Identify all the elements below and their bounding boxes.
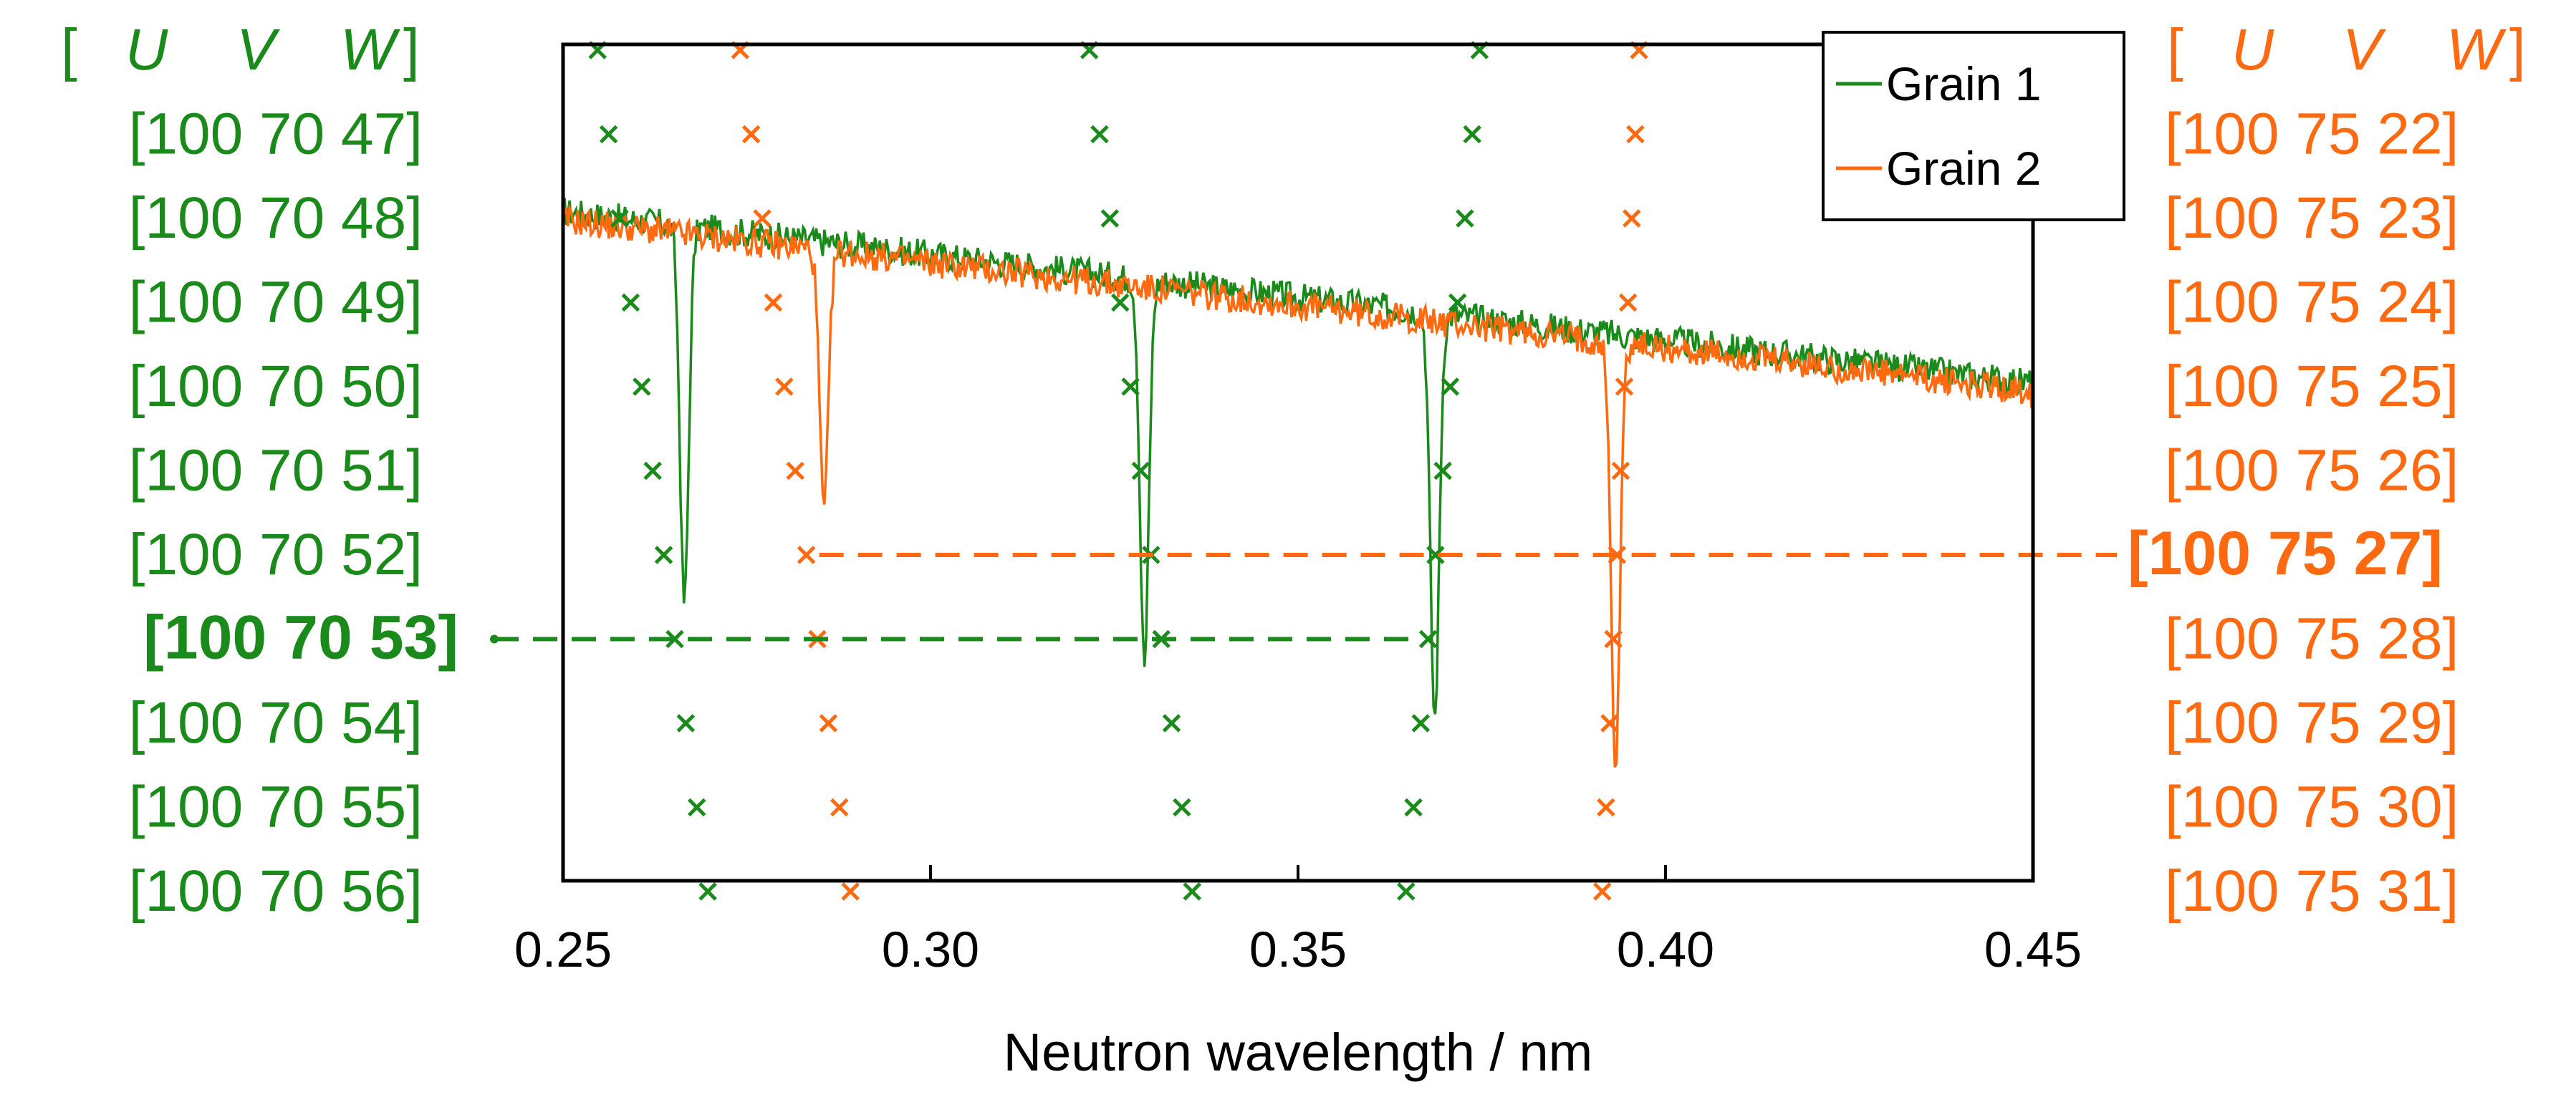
grain1-uvw-label: [100 70 52] (129, 522, 423, 587)
marker-grain-1 (633, 377, 651, 396)
grain1-uvw-header: [ U V W] (61, 17, 420, 82)
marker-grain-1 (1426, 546, 1445, 564)
uvw-header-text: V (2342, 17, 2387, 82)
marker-grain-2 (1597, 798, 1615, 817)
marker-grain-1 (654, 546, 673, 564)
hkl-markers (588, 41, 1648, 901)
grain2-uvw-label: [100 75 24] (2165, 270, 2459, 335)
marker-grain-1 (621, 293, 640, 312)
grain2-uvw-label: [100 75 31] (2165, 859, 2459, 924)
grain1-uvw-label: [100 70 56] (129, 859, 423, 924)
marker-grain-2 (775, 377, 794, 396)
marker-grain-1 (1110, 293, 1130, 312)
legend-label-grain-2: Grain 2 (1886, 142, 2041, 195)
marker-grain-1 (1418, 629, 1438, 649)
grain2-uvw-header: [ U V W] (2167, 17, 2526, 82)
marker-grain-2 (819, 714, 838, 733)
marker-grain-1 (1404, 798, 1423, 817)
marker-grain-2 (1592, 882, 1612, 901)
marker-grain-2 (1623, 209, 1641, 228)
x-tick-label: 0.30 (882, 922, 979, 977)
plot-frame (561, 42, 2035, 883)
marker-grain-1 (1448, 293, 1467, 312)
marker-grain-1 (1090, 125, 1109, 144)
grain1-uvw-label: [100 70 49] (129, 270, 423, 335)
uvw-header-text: ] (403, 17, 420, 82)
marker-grain-2 (830, 798, 849, 817)
uvw-header-text: [ (2167, 17, 2183, 82)
marker-grain-1 (1441, 377, 1460, 396)
grain1-uvw-label-highlight: [100 70 53] (143, 604, 458, 672)
grain2-uvw-label: [100 75 25] (2165, 354, 2459, 419)
series-line-grain-2 (562, 203, 2034, 768)
grain2-uvw-label: [100 75 28] (2165, 607, 2459, 672)
marker-grain-1 (676, 714, 696, 733)
x-tick-label: 0.40 (1617, 922, 1714, 977)
marker-grain-1 (1100, 209, 1120, 228)
grain1-uvw-label: [100 70 55] (129, 775, 423, 840)
uvw-header-text: V (236, 17, 281, 82)
grain1-uvw-label: [100 70 51] (129, 438, 423, 503)
legend: Grain 1 Grain 2 (1822, 31, 2125, 221)
series-lines (562, 198, 2034, 768)
grain2-uvw-label: [100 75 29] (2165, 690, 2459, 755)
uvw-header-text: ] (2509, 17, 2526, 82)
marker-grain-1 (1131, 461, 1150, 480)
leader-dot-grain-1 (490, 634, 499, 644)
marker-grain-2 (741, 125, 761, 144)
x-tick-label: 0.25 (514, 922, 612, 977)
x-axis-ticks: 0.25 0.30 0.35 0.40 0.45 (514, 865, 2082, 977)
grain2-uvw-label: [100 75 22] (2165, 102, 2459, 167)
grain1-uvw-label: [100 70 50] (129, 354, 423, 419)
x-axis-title: Neutron wavelength / nm (1004, 1023, 1593, 1082)
x-tick-label: 0.45 (1984, 922, 2082, 977)
legend-box (1822, 31, 2125, 221)
highlight-leader-lines (490, 553, 2117, 644)
grain1-uvw-labels: [100 70 47] [100 70 48] [100 70 49] [100 70… (129, 102, 458, 924)
marker-grain-1 (698, 882, 717, 901)
uvw-header-text: W (2446, 17, 2507, 82)
marker-grain-1 (1456, 209, 1474, 228)
grain1-uvw-label: [100 70 54] (129, 690, 423, 755)
marker-grain-1 (1173, 798, 1191, 817)
marker-grain-1 (1463, 125, 1481, 144)
marker-grain-2 (841, 882, 860, 901)
uvw-header-text: W (340, 17, 400, 82)
marker-grain-2 (786, 461, 804, 480)
marker-grain-2 (1615, 377, 1634, 396)
marker-grain-2 (1604, 629, 1623, 649)
grain2-uvw-label: [100 75 23] (2165, 185, 2459, 251)
marker-grain-2 (1626, 125, 1645, 144)
marker-grain-1 (643, 461, 662, 480)
marker-grain-2 (1611, 461, 1630, 480)
marker-grain-2 (753, 209, 772, 228)
uvw-header-text: U (2231, 17, 2274, 82)
marker-grain-1 (1397, 882, 1416, 901)
marker-grain-2 (1618, 293, 1638, 312)
marker-grain-1 (610, 209, 629, 228)
marker-grain-1 (1433, 461, 1452, 480)
grain1-uvw-label: [100 70 48] (129, 185, 423, 251)
marker-grain-1 (665, 629, 684, 649)
grain2-uvw-label-highlight: [100 75 27] (2128, 519, 2443, 588)
marker-grain-1 (1411, 714, 1431, 733)
grain2-uvw-labels: [100 75 22] [100 75 23] [100 75 24] [100 75… (2128, 102, 2459, 924)
grain2-uvw-label: [100 75 26] (2165, 438, 2459, 503)
marker-grain-1 (687, 798, 706, 817)
legend-label-grain-1: Grain 1 (1886, 57, 2041, 110)
grain2-uvw-label: [100 75 30] (2165, 775, 2459, 840)
marker-grain-1 (1162, 714, 1181, 733)
marker-grain-1 (599, 125, 618, 144)
grain1-uvw-label: [100 70 47] (129, 102, 423, 167)
x-tick-label: 0.35 (1249, 922, 1347, 977)
marker-grain-1 (1121, 377, 1140, 396)
marker-grain-2 (764, 293, 783, 312)
uvw-header-text: [ (61, 17, 77, 82)
marker-grain-1 (1183, 882, 1202, 901)
uvw-header-text: U (125, 17, 168, 82)
marker-grain-2 (1600, 714, 1619, 733)
marker-grain-2 (797, 546, 816, 564)
